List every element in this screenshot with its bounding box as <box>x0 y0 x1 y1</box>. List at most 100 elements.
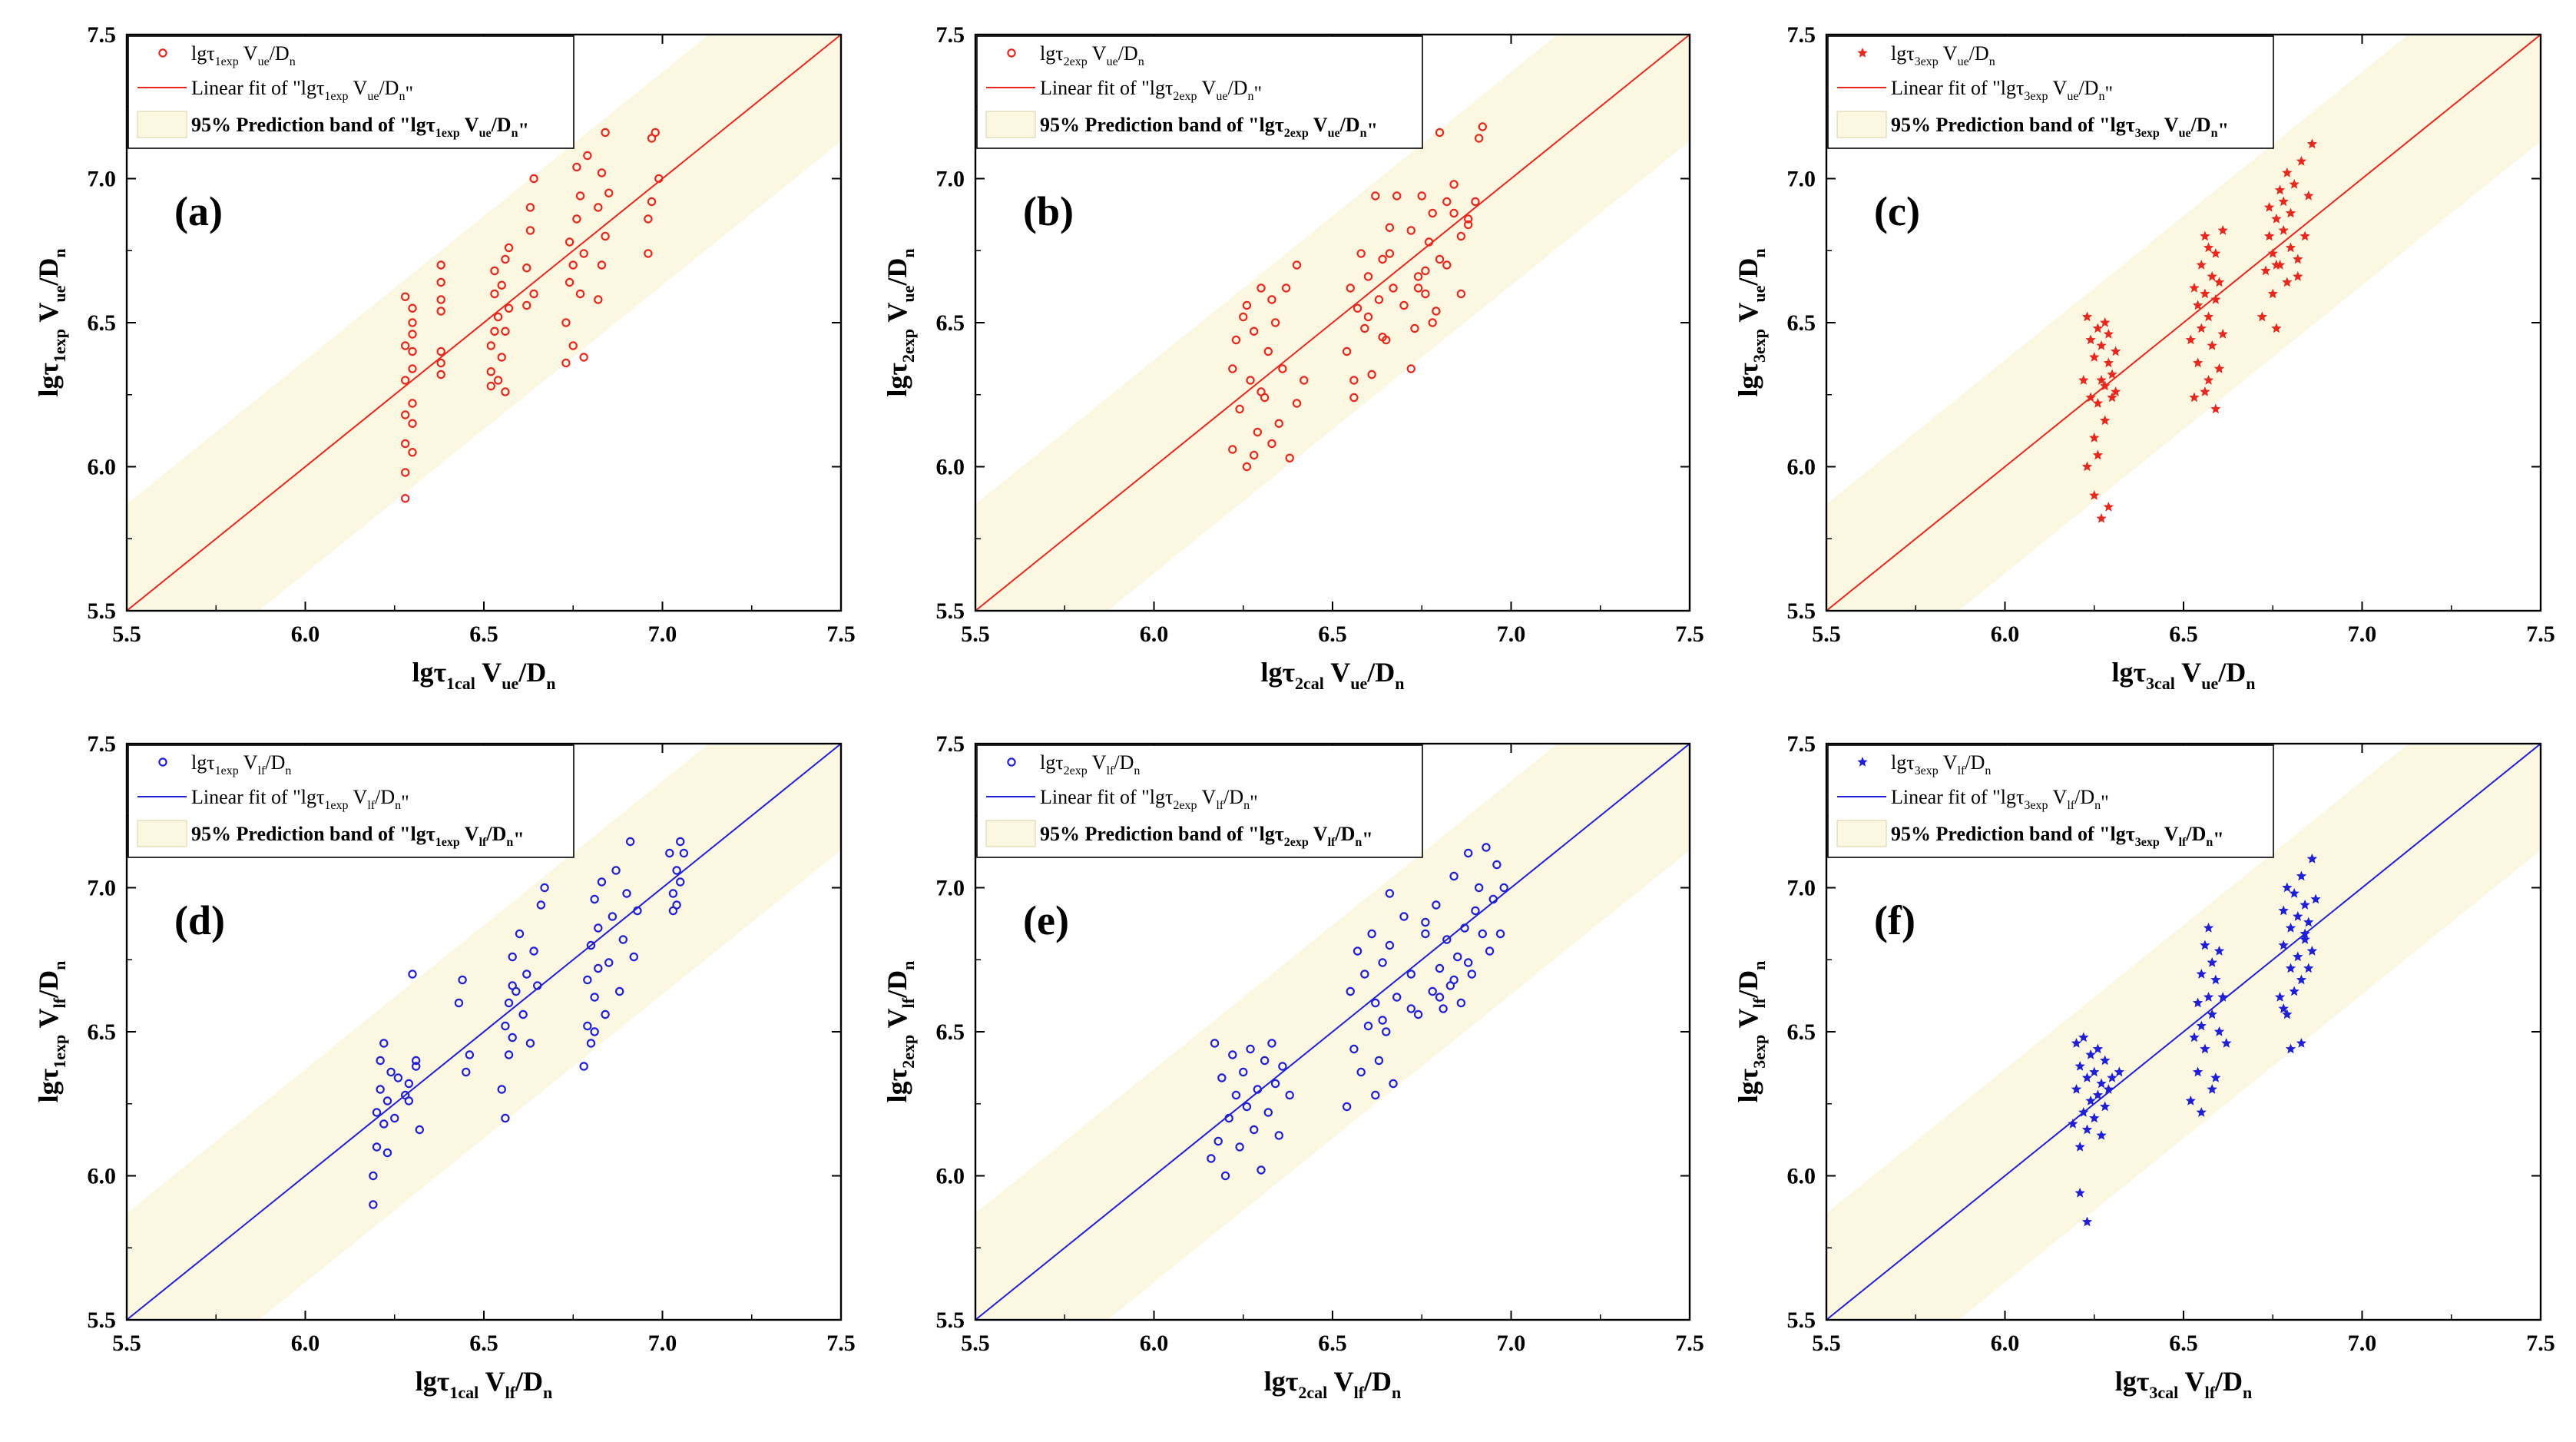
x-tick-label: 7.5 <box>1675 622 1704 647</box>
data-point <box>572 214 581 224</box>
data-point <box>2085 334 2096 345</box>
data-point <box>647 197 657 207</box>
data-point <box>2068 1119 2078 1129</box>
data-point <box>1378 333 1387 342</box>
data-point <box>644 214 653 224</box>
data-point <box>2207 340 2217 350</box>
data-point <box>2089 1112 2100 1123</box>
data-point <box>2210 294 2221 304</box>
data-point <box>1406 364 1416 373</box>
data-point <box>1363 272 1373 281</box>
data-point <box>1463 220 1473 230</box>
data-point <box>1488 894 1498 904</box>
data-point <box>2100 415 2111 426</box>
data-point <box>1360 970 1369 979</box>
data-point <box>668 889 678 898</box>
data-point <box>2289 888 2300 898</box>
data-point <box>504 998 514 1008</box>
data-point <box>575 289 585 299</box>
x-tick-label: 6.5 <box>2169 1331 2198 1356</box>
legend-label-series: lgτ2exp Vlf/Dn <box>1040 751 1140 777</box>
data-point <box>2213 1026 2225 1036</box>
data-point <box>436 346 445 356</box>
data-point <box>1413 272 1423 281</box>
data-point <box>486 341 496 350</box>
x-tick-label: 7.5 <box>826 622 856 647</box>
data-point <box>1249 327 1259 336</box>
data-point <box>1374 1056 1384 1066</box>
data-point <box>579 353 588 362</box>
data-point <box>1274 419 1283 428</box>
data-point <box>2278 1003 2289 1013</box>
data-point <box>2285 207 2296 218</box>
x-tick-label: 5.5 <box>961 1331 990 1356</box>
data-point <box>415 1125 425 1135</box>
data-point <box>2071 1084 2082 1094</box>
data-point <box>561 318 571 327</box>
data-point <box>575 191 585 201</box>
data-point <box>594 203 603 212</box>
data-point <box>2293 254 2303 264</box>
x-tick-label: 7.5 <box>2526 1331 2555 1356</box>
data-point <box>2296 156 2307 166</box>
legend-label-series: lgτ3exp Vlf/Dn <box>1891 751 1991 777</box>
data-point <box>1257 387 1266 396</box>
x-tick-label: 7.0 <box>648 1331 677 1356</box>
y-tick-label: 7.5 <box>936 22 965 48</box>
data-point <box>1249 1125 1259 1135</box>
data-point <box>1260 1056 1270 1066</box>
data-point <box>625 837 635 847</box>
data-point <box>2096 1130 2107 1140</box>
data-point <box>2207 1084 2217 1094</box>
chart-panel-d: 5.55.5 6.0 6.0 6.5 6.5 7.0 7.0 7.5 7.5 lgτ1cal Vl… <box>33 731 856 1402</box>
data-point <box>401 376 410 385</box>
data-point <box>1392 993 1402 1002</box>
data-point <box>436 260 445 270</box>
data-point <box>2306 854 2318 864</box>
data-point <box>1399 912 1409 921</box>
legend: lgτ3exp Vue/Dn Linear fit of "lgτ3exp Vue… <box>1827 35 2274 149</box>
data-point <box>2089 352 2100 362</box>
data-point <box>1292 260 1302 270</box>
data-point <box>618 935 628 944</box>
data-point <box>1435 254 1445 264</box>
data-point <box>2111 346 2121 356</box>
fit-line <box>126 34 842 612</box>
data-point <box>2285 963 2296 973</box>
data-point <box>1300 376 1309 385</box>
panel-label: (d) <box>174 897 225 943</box>
data-point <box>525 1039 535 1048</box>
data-point <box>590 1027 599 1036</box>
data-point <box>2210 248 2221 258</box>
data-point <box>2103 357 2114 368</box>
data-point <box>1456 289 1466 299</box>
y-tick-label: 6.0 <box>936 455 965 480</box>
data-point <box>2217 225 2228 235</box>
y-tick-label: 7.0 <box>88 167 117 192</box>
y-axis-label: lgτ2exp Vlf/Dn <box>882 961 918 1103</box>
data-point <box>2256 311 2267 322</box>
data-point <box>2221 1038 2232 1048</box>
data-point <box>1220 1171 1230 1181</box>
data-point <box>408 448 417 457</box>
data-point <box>2196 260 2207 270</box>
legend: lgτ2exp Vlf/Dn Linear fit of "lgτ2exp Vlf… <box>976 744 1423 858</box>
legend-box <box>127 744 574 858</box>
data-point <box>1456 998 1466 1008</box>
data-point <box>1421 917 1430 927</box>
data-point <box>369 1200 378 1209</box>
data-point <box>1449 871 1459 881</box>
data-point <box>522 264 531 273</box>
data-point <box>1378 1016 1387 1025</box>
data-point <box>604 958 614 967</box>
y-tick-label: 6.5 <box>1787 1019 1816 1045</box>
data-point <box>2300 900 2310 910</box>
data-point <box>1346 986 1355 996</box>
data-point <box>1460 923 1469 933</box>
data-point <box>458 975 467 985</box>
legend-marker <box>158 48 167 58</box>
data-point <box>1263 346 1273 356</box>
data-point <box>411 1056 421 1066</box>
x-axis-label: lgτ2cal Vue/Dn <box>1260 657 1404 693</box>
y-tick-label: 7.5 <box>88 731 117 757</box>
